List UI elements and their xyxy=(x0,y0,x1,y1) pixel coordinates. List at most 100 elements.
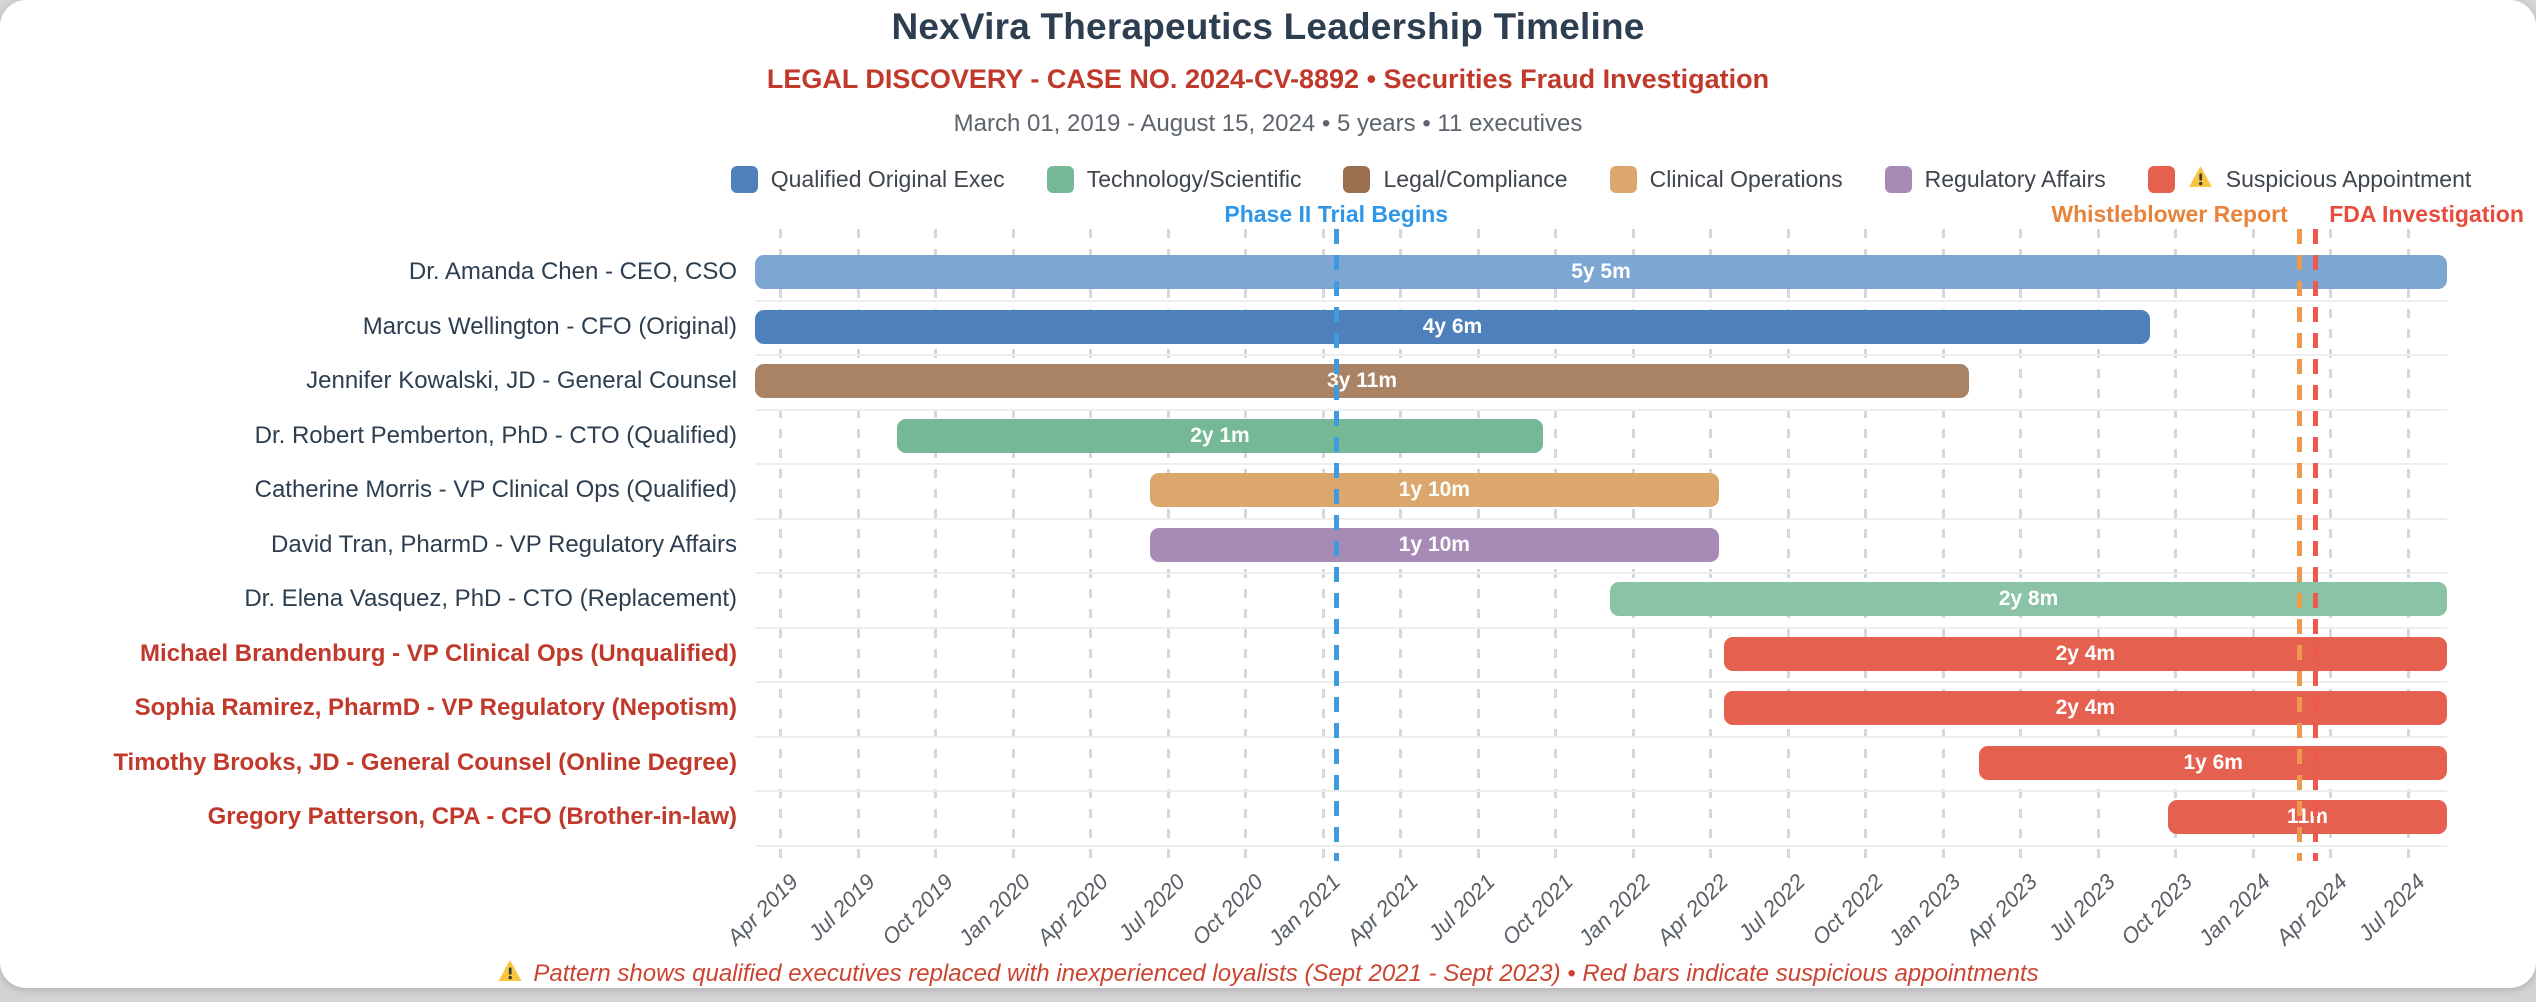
bar-duration-label: 2y 4m xyxy=(2055,641,2116,665)
axis-tick-label: Jul 2019 xyxy=(803,869,881,946)
bar-duration-label: 1y 10m xyxy=(1398,478,1470,502)
axis-tick-label: Jan 2024 xyxy=(2193,869,2275,951)
axis-tick-label: Apr 2020 xyxy=(1031,869,1113,950)
axis-tick-label: Jan 2021 xyxy=(1263,869,1345,951)
bar-duration-label: 4y 6m xyxy=(1422,314,1483,338)
row-separator xyxy=(755,844,2447,847)
marker-line xyxy=(2312,229,2318,861)
row-label: Dr. Robert Pemberton, PhD - CTO (Qualifi… xyxy=(254,421,737,449)
row-separator xyxy=(755,626,2447,629)
quarter-gridline xyxy=(2406,229,2410,861)
quarter-gridline xyxy=(779,229,783,861)
axis-tick-label: Jan 2023 xyxy=(1883,869,1965,951)
date-range-meta: March 01, 2019 - August 15, 2024 • 5 yea… xyxy=(953,110,1583,137)
legend-label: Technology/Scientific xyxy=(1086,166,1302,192)
row-label: David Tran, PharmD - VP Regulatory Affai… xyxy=(271,530,737,558)
axis-tick-label: Apr 2019 xyxy=(721,869,803,950)
quarter-gridline xyxy=(1864,229,1868,861)
timeline-bar: 1y 10m xyxy=(1150,473,1719,508)
axis-tick-label: Oct 2021 xyxy=(1496,869,1578,950)
legend-swatch xyxy=(730,166,758,193)
marker-label: Whistleblower Report xyxy=(2051,201,2288,227)
axis-tick-label: Oct 2020 xyxy=(1186,869,1268,950)
quarter-gridline xyxy=(2096,229,2100,861)
row-label: Gregory Patterson, CPA - CFO (Brother-in… xyxy=(207,803,737,831)
axis-tick-label: Apr 2022 xyxy=(1651,869,1733,950)
row-separator xyxy=(755,681,2447,683)
legend-label: Clinical Operations xyxy=(1649,166,1843,192)
page-title: NexVira Therapeutics Leadership Timeline xyxy=(891,6,1645,47)
legend-item: Suspicious Appointment xyxy=(2147,165,2472,194)
quarter-gridline xyxy=(1941,229,1945,861)
axis-tick-label: Jan 2020 xyxy=(953,869,1036,951)
legend-label: Regulatory Affairs xyxy=(1924,166,2106,192)
marker-label: Phase II Trial Begins xyxy=(1224,201,1449,227)
timeline-bar: 11m xyxy=(2168,800,2447,835)
axis-tick-label: Oct 2023 xyxy=(2116,869,2198,950)
axis-tick-label: Jul 2023 xyxy=(2043,869,2120,946)
timeline-bar: 2y 8m xyxy=(1610,582,2447,617)
row-separator xyxy=(755,354,2447,356)
legend-label: Qualified Original Exec xyxy=(770,166,1005,192)
timeline-bar: 4y 6m xyxy=(755,309,2150,344)
case-subtitle: LEGAL DISCOVERY - CASE NO. 2024-CV-8892 … xyxy=(766,64,1770,94)
legend-item: Regulatory Affairs xyxy=(1884,166,2106,193)
row-label: Timothy Brooks, JD - General Counsel (On… xyxy=(113,748,737,776)
axis-tick-label: Jul 2021 xyxy=(1423,869,1500,946)
row-separator xyxy=(755,735,2447,738)
bar-duration-label: 11m xyxy=(2287,805,2328,829)
legend-item: Clinical Operations xyxy=(1609,166,1843,193)
marker-line xyxy=(1333,229,1339,861)
axis-tick-label: Jan 2022 xyxy=(1573,869,1655,951)
row-separator xyxy=(755,790,2447,792)
bar-duration-label: 5y 5m xyxy=(1571,260,1631,284)
footer-note-text: Pattern shows qualified executives repla… xyxy=(533,960,2039,987)
bar-duration-label: 2y 1m xyxy=(1190,423,1250,447)
timeline-bar: 2y 1m xyxy=(897,418,1543,453)
quarter-gridline xyxy=(2019,229,2023,861)
row-separator xyxy=(755,463,2447,465)
bar-duration-label: 2y 8m xyxy=(1998,587,2059,611)
legend: Qualified Original Exec Technology/Scient… xyxy=(730,165,2471,194)
warning-icon xyxy=(2188,165,2213,194)
legend-item: Legal/Compliance xyxy=(1343,166,1568,193)
axis-tick-label: Jul 2022 xyxy=(1733,869,1810,946)
timeline-bar: 2y 4m xyxy=(1723,691,2447,726)
axis-tick-label: Apr 2023 xyxy=(1961,869,2043,950)
legend-label: Suspicious Appointment xyxy=(2225,166,2472,192)
timeline-bar: 5y 5m xyxy=(755,255,2447,290)
row-label: Sophia Ramirez, PharmD - VP Regulatory (… xyxy=(134,694,737,722)
marker-label: FDA Investigation xyxy=(2329,201,2524,227)
quarter-gridline xyxy=(1786,229,1790,861)
warning-icon xyxy=(497,959,523,989)
legend-swatch xyxy=(1046,166,1074,193)
legend-item: Technology/Scientific xyxy=(1046,166,1302,193)
axis-tick-label: Oct 2022 xyxy=(1806,869,1888,950)
timeline-bar: 2y 4m xyxy=(1723,636,2447,671)
legend-item: Qualified Original Exec xyxy=(730,166,1005,193)
timeline-bar: 3y 11m xyxy=(755,364,1970,399)
marker-line xyxy=(2297,229,2303,861)
legend-label: Legal/Compliance xyxy=(1383,166,1568,192)
row-label: Dr. Elena Vasquez, PhD - CTO (Replacemen… xyxy=(244,585,737,613)
timeline-bar: 1y 10m xyxy=(1150,527,1719,562)
quarter-gridline xyxy=(1089,229,1093,861)
row-separator xyxy=(755,408,2447,411)
axis-tick-label: Apr 2021 xyxy=(1341,869,1423,950)
row-label: Michael Brandenburg - VP Clinical Ops (U… xyxy=(140,639,737,667)
bar-duration-label: 1y 6m xyxy=(2183,750,2243,774)
timeline-bar: 1y 6m xyxy=(1979,745,2447,780)
quarter-gridline xyxy=(2251,229,2255,861)
legend-swatch xyxy=(1343,166,1371,193)
row-separator xyxy=(755,517,2447,520)
quarter-gridline xyxy=(1011,229,1015,861)
axis-tick-label: Jul 2024 xyxy=(2353,869,2430,946)
row-label: Dr. Amanda Chen - CEO, CSO xyxy=(408,258,737,286)
quarter-gridline xyxy=(2174,229,2178,861)
axis-tick-label: Apr 2024 xyxy=(2271,869,2353,950)
bar-duration-label: 1y 10m xyxy=(1398,532,1470,556)
quarter-gridline xyxy=(934,229,938,861)
axis-tick-label: Jul 2020 xyxy=(1113,869,1191,946)
legend-swatch xyxy=(1609,166,1637,193)
